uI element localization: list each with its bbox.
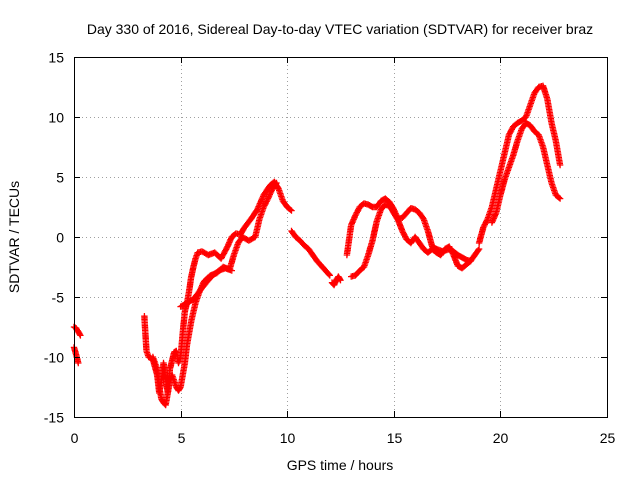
data-point-marker (449, 250, 456, 257)
data-point-marker (480, 222, 488, 230)
data-point-marker (352, 212, 359, 219)
y-tick-label: 5 (56, 170, 64, 186)
data-point-marker (261, 202, 268, 209)
data-point-marker (326, 272, 333, 279)
y-axis-label: SDTVAR / TECUs (6, 181, 22, 293)
chart-title: Day 330 of 2016, Sidereal Day-to-day VTE… (87, 21, 593, 37)
data-point-marker (505, 131, 513, 139)
data-point-marker (481, 221, 488, 228)
grid (74, 57, 607, 417)
data-point-marker (475, 247, 482, 254)
data-point-marker (447, 246, 454, 253)
series-s5 (177, 265, 235, 310)
series-s10 (475, 82, 564, 247)
y-tick-label: -15 (44, 410, 64, 426)
data-point-marker (264, 196, 271, 204)
data-point-marker (262, 199, 270, 206)
x-tick-label: 0 (71, 430, 79, 446)
x-tick-label: 25 (600, 430, 616, 446)
data-point-marker (482, 220, 489, 227)
data-point-marker (228, 267, 235, 274)
data-point-marker (467, 257, 474, 265)
series-s9 (348, 201, 474, 280)
data-point-marker (337, 277, 344, 284)
data-point-marker (483, 217, 491, 224)
series-s8 (343, 195, 483, 265)
series-s4 (149, 179, 280, 409)
data-point-marker (448, 249, 456, 256)
data-point-marker (76, 331, 83, 338)
data-point-marker (325, 271, 333, 278)
data-point-marker (77, 332, 84, 339)
data-point-marker (448, 247, 455, 254)
axis-ticks: 0 5 10 15 20 25 -15 -10 -5 0 5 10 15 (44, 50, 616, 447)
data-point-marker (508, 126, 515, 133)
y-tick-label: -5 (52, 290, 65, 306)
y-tick-label: 0 (56, 230, 64, 246)
y-tick-label: 15 (48, 50, 64, 66)
data-point-marker (507, 127, 515, 134)
series-s7 (328, 273, 344, 289)
data-point-marker (336, 275, 343, 283)
data-point-marker (475, 245, 483, 253)
data-point-marker (402, 233, 409, 240)
data-point-marker (401, 232, 408, 239)
x-tick-label: 15 (387, 430, 403, 446)
series-s6 (288, 227, 333, 279)
data-point-marker (272, 181, 279, 188)
data-point-marker (556, 195, 564, 202)
series-s11 (488, 119, 564, 226)
data-point-marker (555, 194, 563, 201)
y-tick-label: -10 (44, 350, 64, 366)
data-point-marker (273, 179, 280, 187)
data-point-marker (258, 196, 265, 203)
x-axis-label: GPS time / hours (287, 457, 394, 473)
x-tick-label: 5 (178, 430, 186, 446)
data-points (70, 82, 564, 409)
x-tick-label: 10 (280, 430, 296, 446)
data-point-marker (262, 201, 269, 208)
data-point-marker (466, 258, 473, 266)
data-point-marker (263, 198, 270, 205)
data-point-marker (287, 206, 294, 213)
data-point-marker (75, 359, 82, 367)
data-point-marker (288, 207, 295, 214)
data-point-marker (556, 161, 564, 169)
data-point-marker (355, 206, 362, 213)
data-point-marker (483, 218, 490, 225)
data-point-marker (399, 227, 406, 235)
x-tick-label: 20 (493, 430, 509, 446)
y-tick-label: 10 (48, 110, 64, 126)
data-point-marker (354, 208, 361, 215)
